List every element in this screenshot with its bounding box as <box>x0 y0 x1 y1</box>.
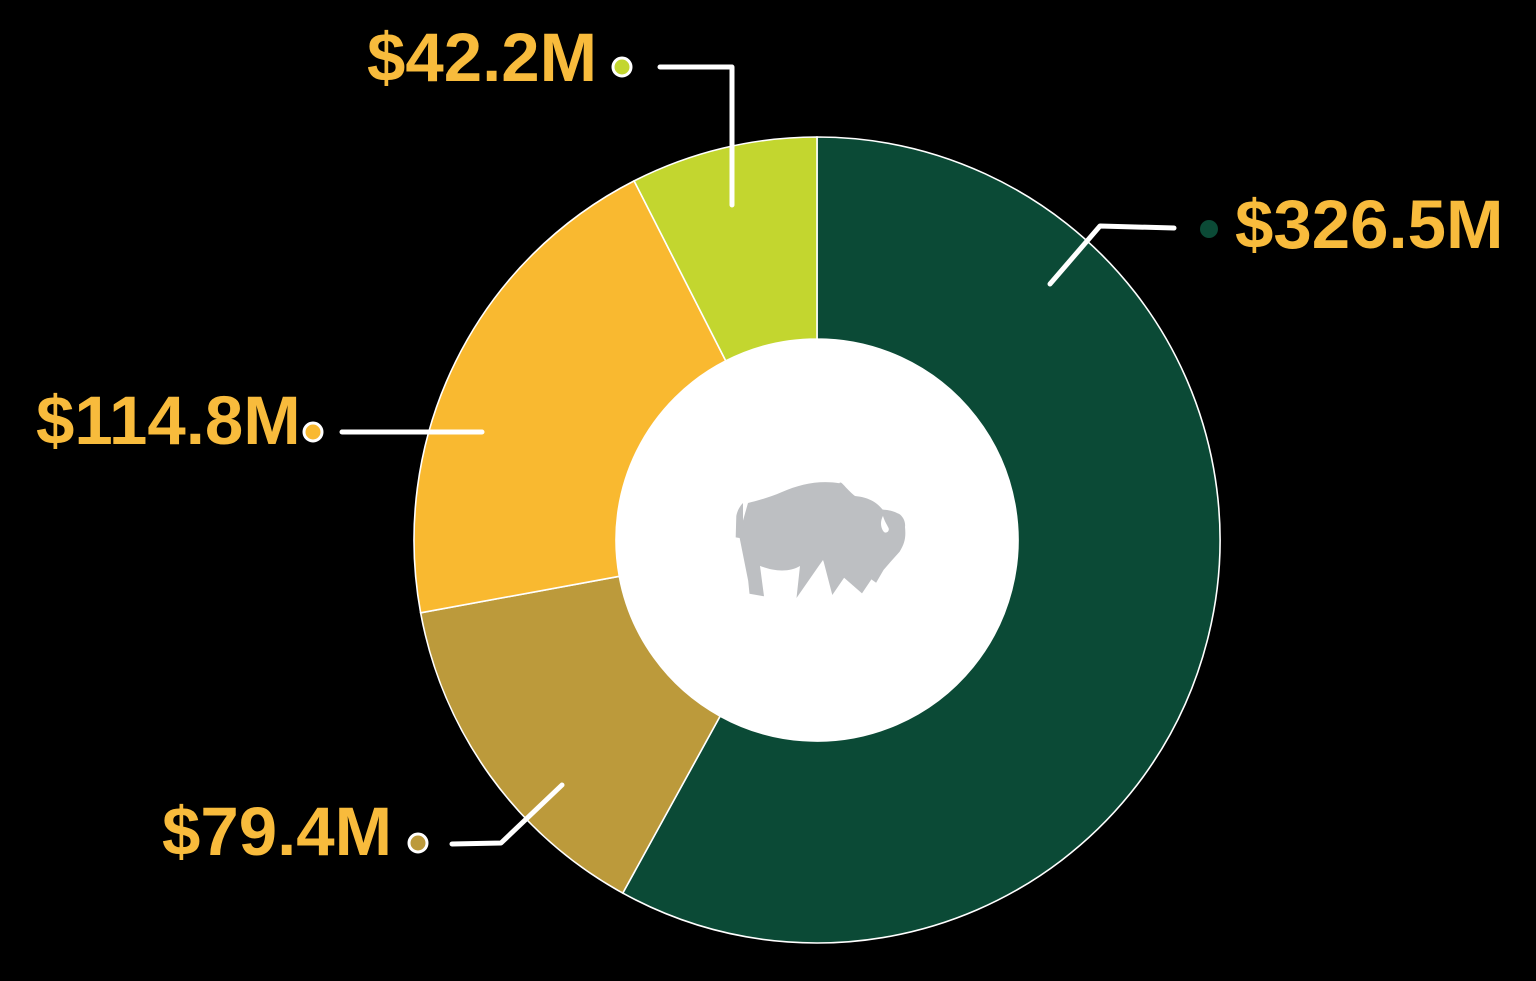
svg-text:$326.5M: $326.5M <box>1235 186 1504 263</box>
svg-text:$79.4M: $79.4M <box>162 793 392 870</box>
svg-text:$42.2M: $42.2M <box>367 19 597 96</box>
svg-text:$114.8M: $114.8M <box>36 382 301 459</box>
